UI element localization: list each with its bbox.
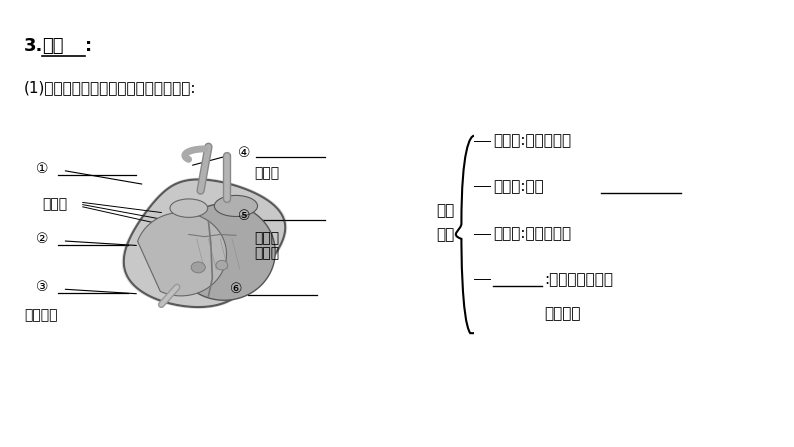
Text: 下腔静脉: 下腔静脉 — [545, 306, 581, 321]
Ellipse shape — [170, 199, 208, 217]
Text: ⑤: ⑤ — [237, 209, 250, 223]
Polygon shape — [137, 212, 226, 296]
Text: ②: ② — [36, 232, 48, 246]
Text: :: : — [85, 37, 92, 55]
Text: 肺动脉: 肺动脉 — [254, 166, 279, 181]
Text: 动脉瓣: 动脉瓣 — [42, 198, 67, 211]
Ellipse shape — [214, 195, 257, 216]
Text: ④: ④ — [237, 146, 250, 160]
Ellipse shape — [191, 262, 206, 273]
Text: 房室瓣: 房室瓣 — [254, 246, 279, 260]
Text: 3.: 3. — [24, 37, 43, 55]
Text: :连通上腔静脉、: :连通上腔静脉、 — [545, 272, 614, 287]
Text: 下腔静脉: 下腔静脉 — [24, 308, 57, 323]
Text: ⑥: ⑥ — [229, 283, 242, 296]
Text: (1)心脏的四腔及与心脏四腔相连的血管:: (1)心脏的四腔及与心脏四腔相连的血管: — [24, 80, 196, 95]
Text: 四腔: 四腔 — [437, 227, 455, 242]
Text: 右心室:连通肺动脉: 右心室:连通肺动脉 — [493, 226, 571, 241]
Ellipse shape — [216, 260, 228, 270]
Text: ③: ③ — [36, 280, 48, 294]
Text: 结构: 结构 — [42, 37, 64, 55]
Text: 左心室:连通: 左心室:连通 — [493, 179, 544, 194]
Text: 左心房:连通肺静脉: 左心房:连通肺静脉 — [493, 134, 571, 148]
Polygon shape — [179, 204, 276, 300]
Text: ①: ① — [36, 162, 48, 176]
Text: 左心房: 左心房 — [254, 231, 279, 245]
Polygon shape — [124, 179, 285, 307]
Text: 心脏: 心脏 — [437, 203, 455, 218]
